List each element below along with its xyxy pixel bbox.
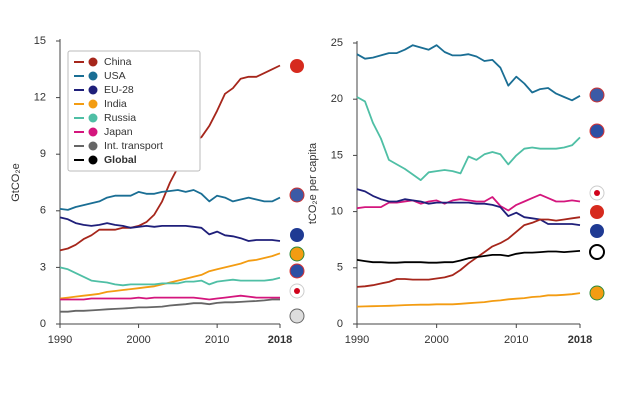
- x-tick-label: 2010: [205, 334, 229, 346]
- legend-label: Global: [104, 154, 137, 166]
- legend-icon: [88, 85, 98, 95]
- series-line: [356, 188, 581, 226]
- flags: [289, 59, 605, 324]
- flag-usa: [589, 87, 605, 103]
- flag-usa: [289, 187, 305, 203]
- series-line: [60, 298, 280, 313]
- flag-global: [589, 244, 605, 260]
- legend-icon: [88, 127, 98, 137]
- x-tick-label: 1990: [345, 334, 369, 346]
- legend-label: Japan: [104, 126, 133, 138]
- series-line: [356, 292, 581, 308]
- flag-eu: [590, 224, 604, 238]
- x-tick-label: 2010: [504, 334, 528, 346]
- series-line: [59, 266, 281, 287]
- y-tick-label: 25: [331, 37, 343, 49]
- flag-india: [589, 285, 605, 301]
- series-line: [60, 294, 280, 301]
- x-tick-label: 2000: [126, 334, 150, 346]
- y-tick-label: 0: [337, 318, 343, 330]
- y-tick-label: 15: [331, 149, 343, 161]
- y-tick-label: 6: [40, 205, 46, 217]
- legend-label: USA: [104, 70, 126, 82]
- x-tick-label: 1990: [48, 334, 72, 346]
- legend-icon: [88, 155, 98, 165]
- series-line: [356, 216, 581, 288]
- y-tick-label: 3: [40, 261, 46, 273]
- y-tick-label: 0: [40, 318, 46, 330]
- series-line: [59, 189, 281, 211]
- y-tick-label: 9: [40, 148, 46, 160]
- flag-transport: [289, 308, 305, 324]
- legend: China USA EU-28 India Russia Japan Int. transp…: [67, 50, 201, 172]
- x-tick-label: 2018: [568, 334, 592, 346]
- flag-china: [290, 59, 304, 73]
- series-line: [356, 44, 581, 102]
- y-tick-label: 12: [34, 92, 46, 104]
- series-line: [356, 250, 581, 264]
- legend-label: EU-28: [104, 84, 134, 96]
- y-tick-label: 10: [331, 206, 343, 218]
- x-tick-label: 2018: [268, 334, 292, 346]
- y-tick-label: 15: [34, 35, 46, 47]
- flag-japan-dot: [294, 288, 300, 294]
- series-line: [356, 193, 581, 212]
- x-tick-label: 2000: [424, 334, 448, 346]
- flag-china: [590, 205, 604, 219]
- legend-label: Int. transport: [104, 140, 163, 152]
- legend-label: China: [104, 56, 132, 68]
- series-line: [59, 252, 281, 300]
- flag-eu: [290, 228, 304, 242]
- legend-icon: [88, 57, 98, 67]
- y-tick-label: 20: [331, 93, 343, 105]
- legend-icon: [88, 71, 98, 81]
- flag-japan-dot: [594, 190, 600, 196]
- flag-russia: [289, 263, 305, 279]
- legend-label: India: [104, 98, 127, 110]
- legend-box: [67, 50, 201, 172]
- y-tick-label: 5: [337, 262, 343, 274]
- series-line: [59, 216, 281, 242]
- series-line: [356, 96, 581, 181]
- y-axis-label: GtCO₂e: [10, 163, 22, 202]
- legend-icon: [88, 141, 98, 151]
- legend-label: Russia: [104, 112, 136, 124]
- flag-india: [289, 246, 305, 262]
- y-axis-label: tCO₂e per capita: [307, 142, 319, 224]
- flag-russia: [589, 123, 605, 139]
- series-line: [59, 64, 281, 252]
- legend-icon: [88, 113, 98, 123]
- legend-icon: [88, 99, 98, 109]
